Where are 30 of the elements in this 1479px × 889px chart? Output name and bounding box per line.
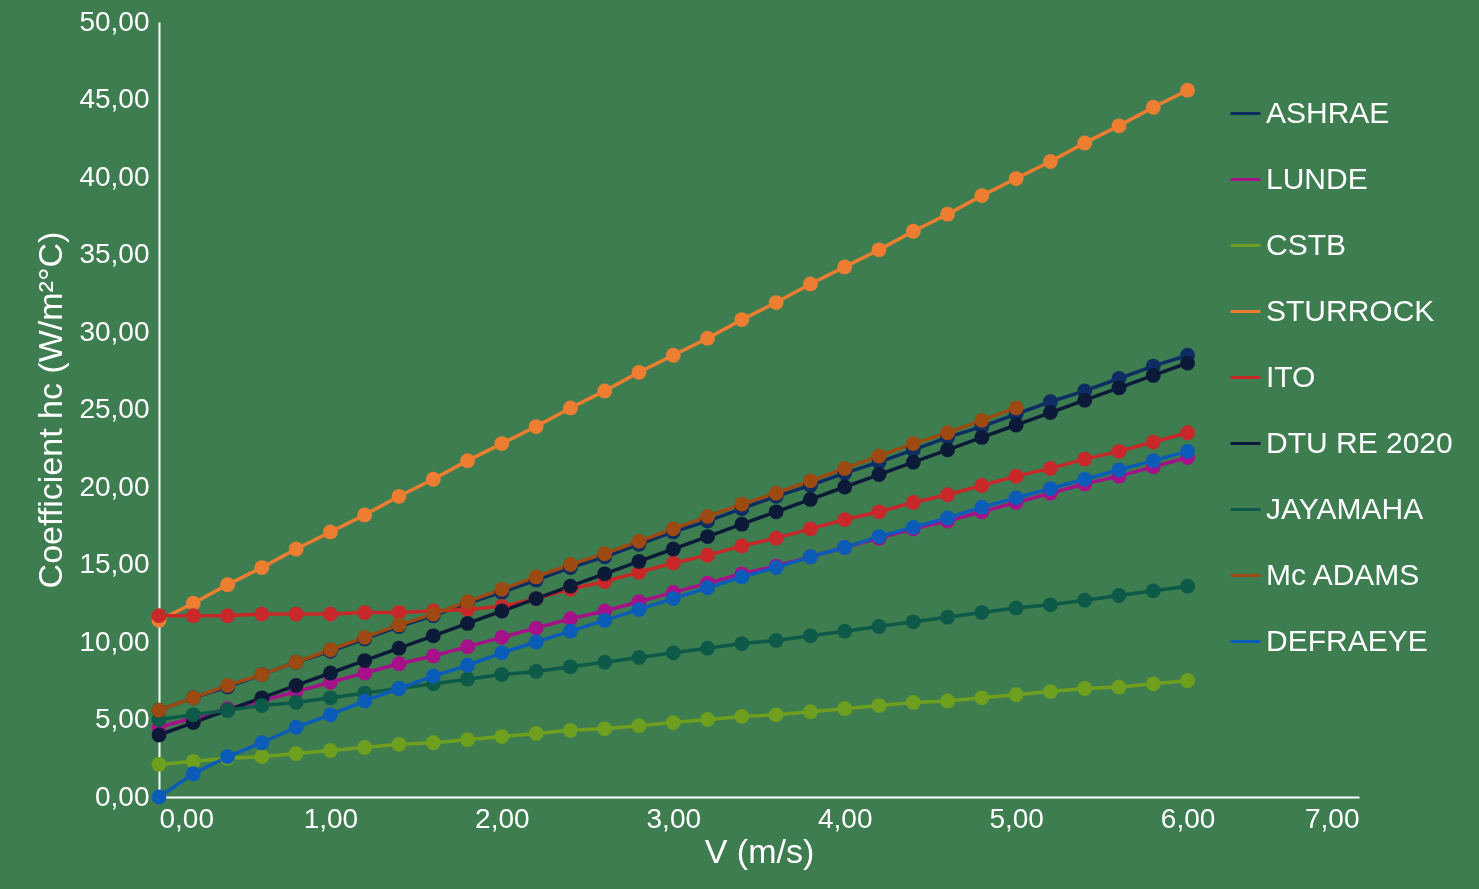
x-tick-label: 7,00 [1305, 802, 1360, 834]
legend-label: DEFRAEYE [1266, 623, 1428, 657]
y-tick-label: 30,00 [79, 315, 150, 347]
y-tick-label: 45,00 [79, 83, 150, 114]
x-tick-label: 0,00 [159, 802, 214, 834]
legend-label: LUNDE [1266, 161, 1368, 195]
x-tick-label: 4,00 [817, 802, 873, 834]
y-tick-label: 10,00 [79, 625, 150, 657]
legend-label: ITO [1266, 359, 1316, 393]
y-tick-label: 0,00 [95, 780, 150, 812]
y-tick-label: 20,00 [79, 470, 150, 502]
legend-label: DTU RE 2020 [1266, 425, 1453, 459]
y-axis-title: Coefficient hc (W/m²°C) [31, 231, 70, 589]
legend-label: Mc ADAMS [1266, 557, 1420, 591]
y-tick-label: 50,00 [79, 5, 150, 37]
legend-label: CSTB [1266, 227, 1347, 261]
y-tick-label: 35,00 [79, 238, 150, 269]
x-tick-label: 1,00 [303, 802, 359, 834]
legend-label: ASHRAE [1266, 95, 1390, 129]
y-tick-label: 5,00 [95, 703, 150, 734]
x-tick-label: 5,00 [989, 802, 1044, 834]
x-tick-label: 6,00 [1160, 802, 1216, 834]
legend-label: STURROCK [1266, 293, 1435, 327]
legend-label: JAYAMAHA [1266, 491, 1424, 525]
y-tick-label: 15,00 [79, 548, 150, 579]
y-tick-label: 25,00 [79, 393, 150, 424]
y-tick-label: 40,00 [79, 160, 150, 192]
x-axis-title: V (m/s) [704, 831, 815, 870]
x-tick-label: 2,00 [475, 802, 530, 834]
x-tick-label: 3,00 [646, 802, 702, 834]
